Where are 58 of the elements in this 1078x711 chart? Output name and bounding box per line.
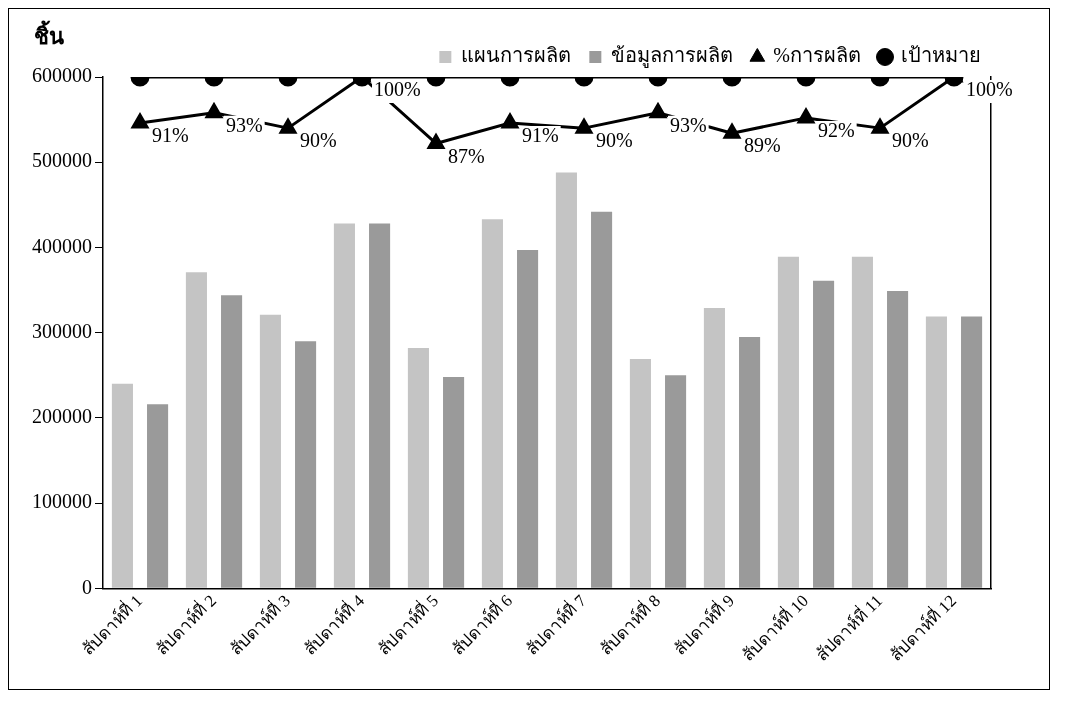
data-label: 91% [152,124,189,147]
data-label: 87% [448,144,485,167]
data-label: 90% [596,129,633,152]
bar [111,383,133,588]
bar [147,404,169,588]
point [279,118,297,134]
y-tick-label: 500000 [32,149,92,172]
point [501,113,519,129]
bar [591,211,613,588]
bar [369,223,391,588]
bar [443,376,465,588]
bar [517,249,539,588]
data-label: 91% [522,124,559,147]
legend-label: แผนการผลิต [461,44,572,67]
y-tick-label: 100000 [32,490,92,513]
bar [665,375,687,588]
y-axis-title: ชิ้น [34,19,64,49]
legend-label: %การผลิต [773,44,862,67]
bar [851,256,873,588]
bar [333,223,355,588]
data-label: 90% [300,129,337,152]
y-tick-label: 600000 [32,64,92,87]
legend-label: เป้าหมาย [901,44,981,67]
legend-label: ข้อมูลการผลิต [611,44,734,69]
bar [887,290,909,588]
bar [925,316,947,588]
bar [185,272,207,588]
data-label: 93% [670,114,707,137]
point [649,103,667,119]
point [723,123,741,139]
bar [777,256,799,588]
point [575,118,593,134]
bar [295,341,317,588]
point [871,118,889,134]
point [205,103,223,119]
bar [739,336,761,588]
bar [407,347,429,588]
point [427,133,445,149]
bar [629,359,651,588]
bar [961,316,983,588]
y-tick-label: 400000 [32,234,92,257]
data-label: 100% [966,78,1013,101]
bar [555,172,577,588]
data-label: 89% [744,134,781,157]
bar [259,314,281,588]
bar [703,307,725,588]
data-label: 92% [818,119,855,142]
bar [481,219,503,588]
data-label: 100% [374,78,421,101]
point [131,113,149,129]
point [797,108,815,124]
y-tick-label: 0 [82,575,92,598]
bar [813,280,835,588]
y-tick-label: 300000 [32,319,92,342]
data-label: 90% [892,129,929,152]
data-label: 93% [226,114,263,137]
bar [221,295,243,588]
y-tick-label: 200000 [32,405,92,428]
